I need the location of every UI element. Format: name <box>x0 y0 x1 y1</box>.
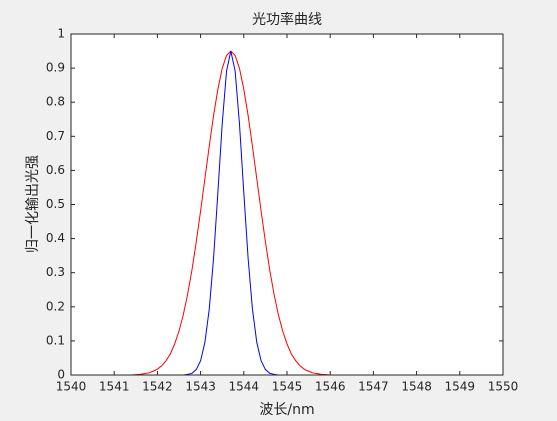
x-tick-label: 1547 <box>358 380 389 394</box>
y-tick-label: 0.4 <box>46 231 65 245</box>
y-tick-label: 0.5 <box>46 197 65 211</box>
y-tick-label: 0.8 <box>46 95 65 109</box>
y-axis-label: 归一化输出光强 <box>24 155 41 253</box>
y-tick-label: 0.3 <box>46 265 65 279</box>
y-tick-label: 0 <box>57 368 65 382</box>
plot-area <box>71 34 503 375</box>
axes-box <box>70 33 504 376</box>
x-tick-label: 1544 <box>229 380 260 394</box>
x-tick-label: 1548 <box>401 380 432 394</box>
x-tick-label: 1550 <box>488 380 519 394</box>
x-axis-label: 波长/nm <box>259 402 314 418</box>
x-tick-label: 1546 <box>315 380 346 394</box>
y-tick-label: 0.9 <box>46 61 65 75</box>
chart-title: 光功率曲线 <box>252 11 322 28</box>
y-tick-label: 0.7 <box>46 129 65 143</box>
x-tick-label: 1541 <box>99 380 130 394</box>
y-tick-label: 0.6 <box>46 163 65 177</box>
x-tick-label: 1545 <box>272 380 303 394</box>
y-tick-label: 0.2 <box>46 299 65 313</box>
x-tick-label: 1543 <box>185 380 216 394</box>
x-tick-label: 1540 <box>56 380 87 394</box>
x-tick-label: 1542 <box>142 380 173 394</box>
y-tick-label: 1 <box>57 27 65 41</box>
x-tick-label: 1549 <box>445 380 476 394</box>
y-tick-label: 0.1 <box>46 333 65 347</box>
